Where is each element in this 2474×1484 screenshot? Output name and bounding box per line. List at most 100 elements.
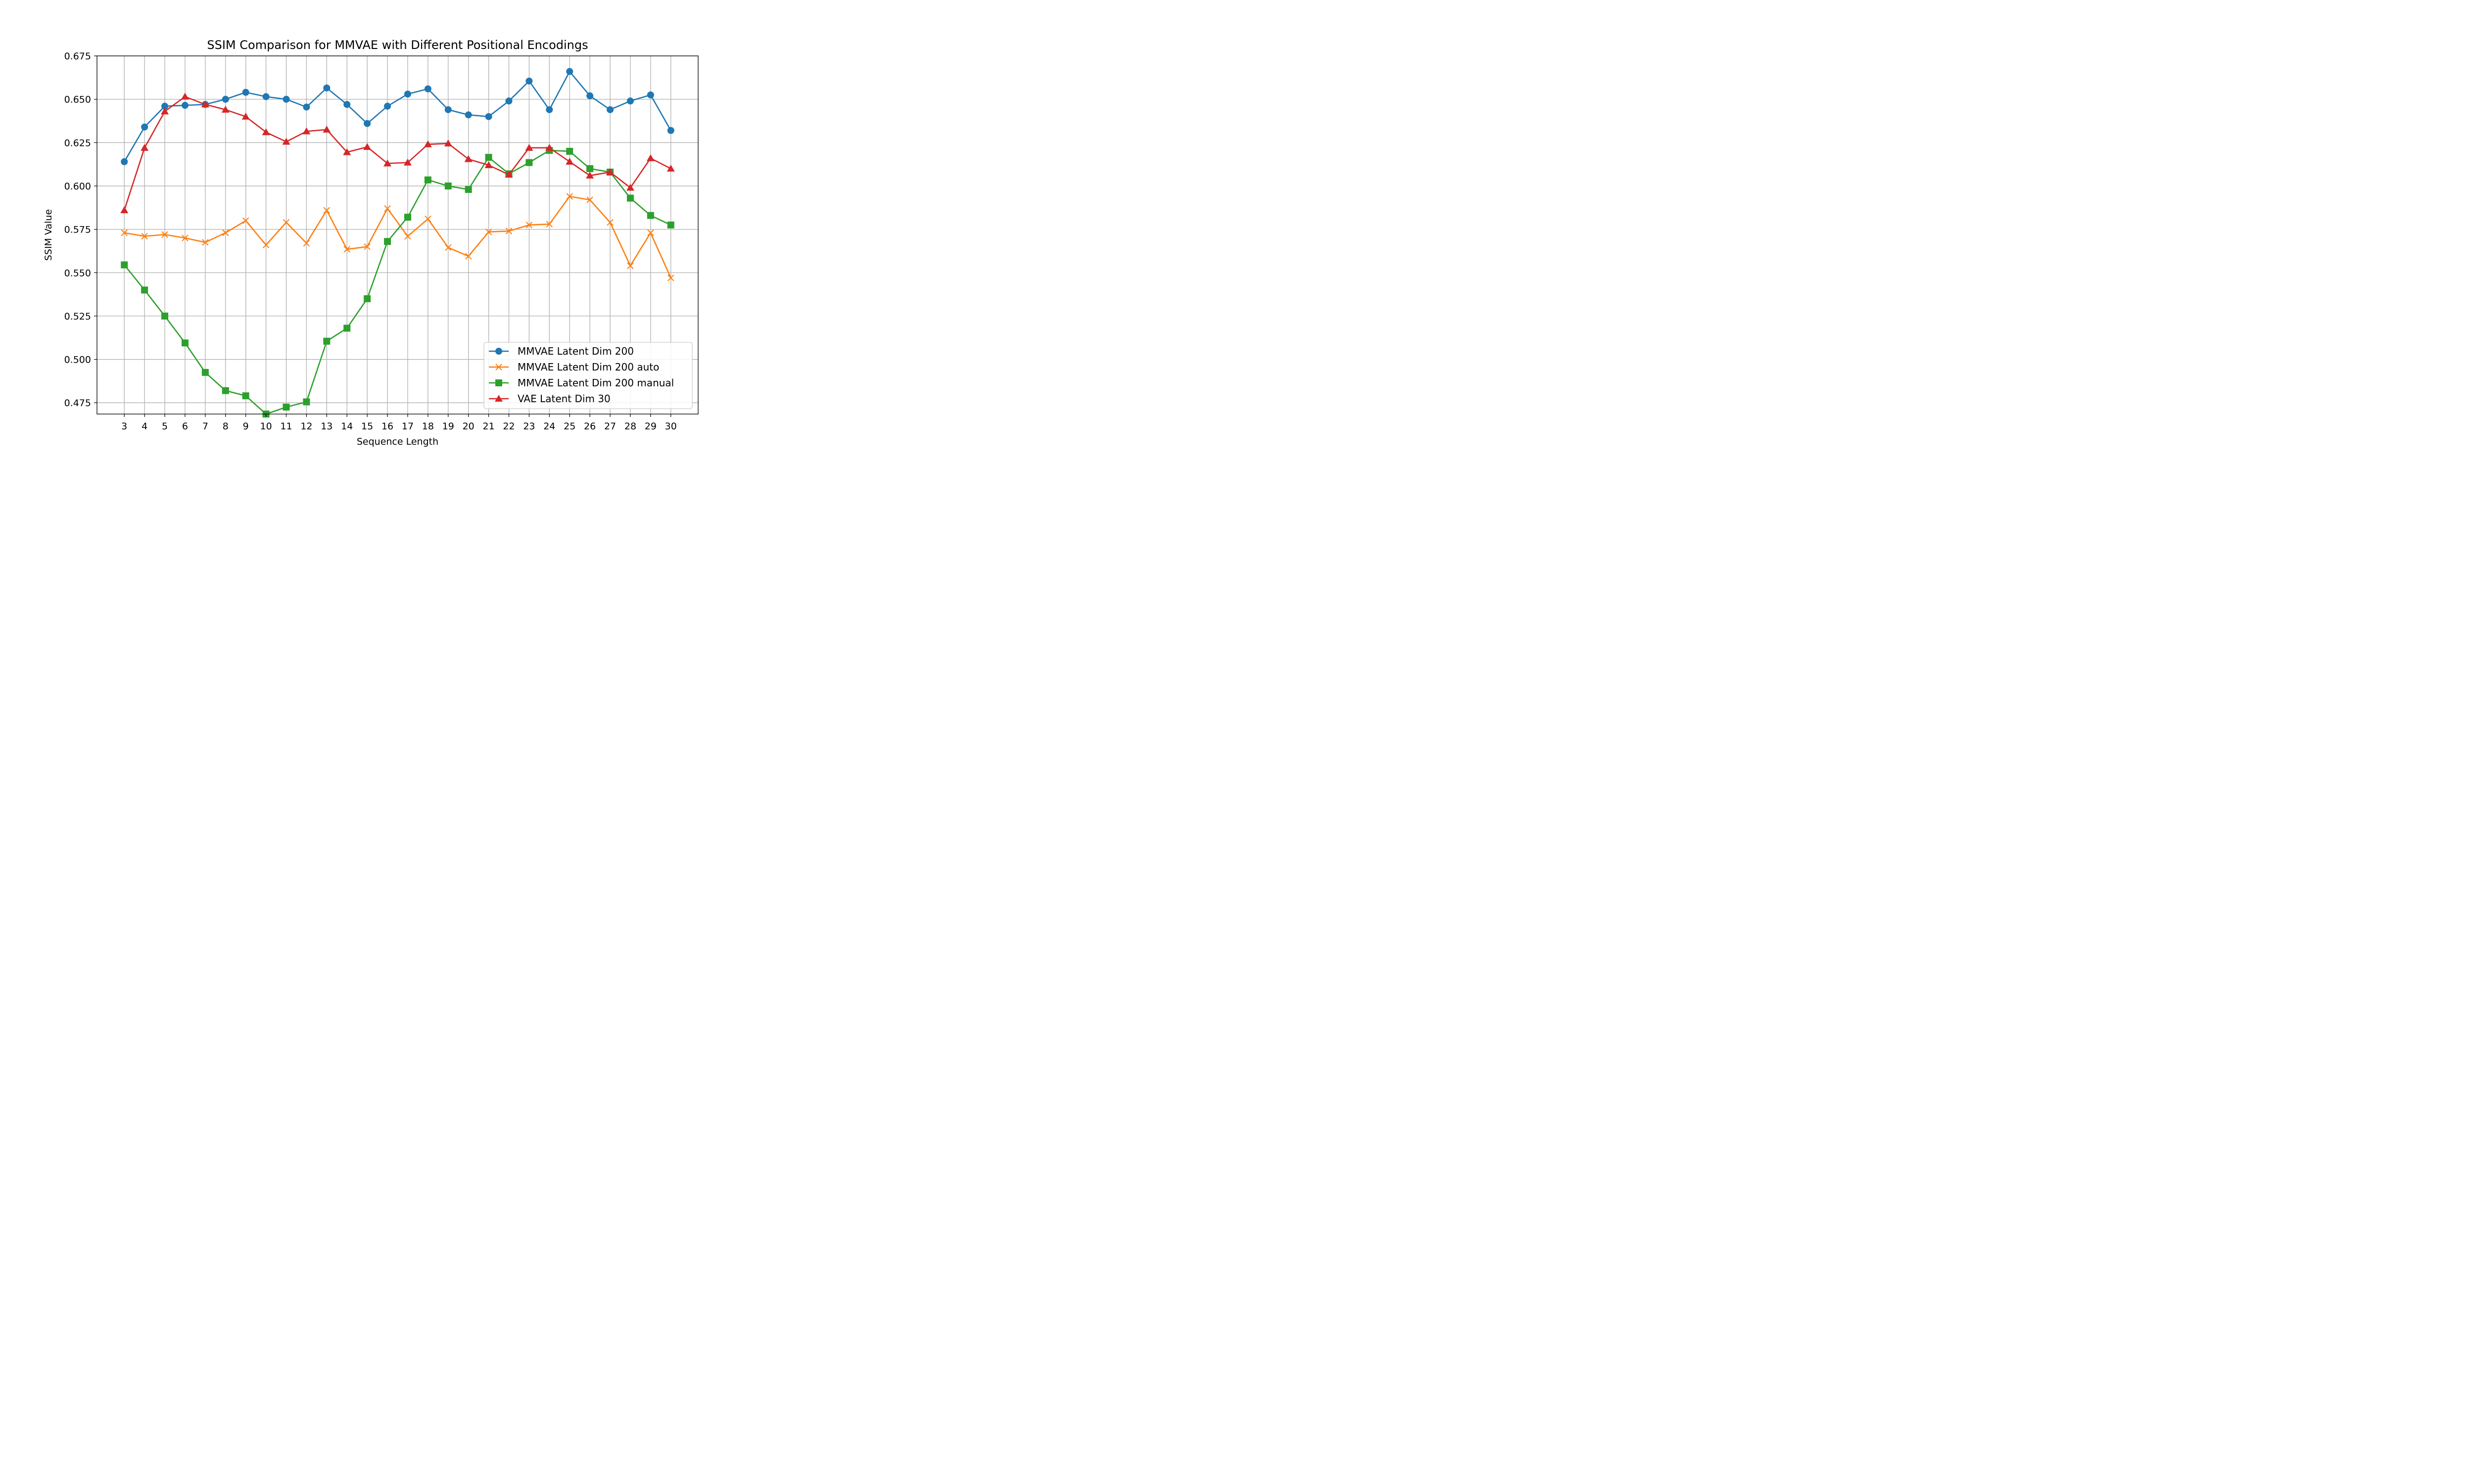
x-tick-label: 5: [162, 421, 168, 432]
data-point: [464, 155, 473, 162]
x-tick-label: 22: [503, 421, 515, 432]
data-point: [343, 101, 351, 108]
legend-label: MMVAE Latent Dim 200 auto: [518, 361, 659, 373]
data-point: [546, 221, 553, 228]
series: [120, 93, 675, 214]
data-point: [242, 217, 249, 224]
legend-item: MMVAE Latent Dim 200: [489, 345, 634, 357]
legend: MMVAE Latent Dim 200 MMVAE Latent Dim 200…: [483, 342, 693, 409]
data-point: [403, 158, 412, 166]
data-point: [485, 154, 492, 161]
data-point: [262, 93, 270, 100]
data-point: [283, 219, 290, 226]
data-point: [424, 176, 431, 184]
data-point: [364, 243, 371, 250]
data-point: [525, 159, 533, 166]
legend-item: VAE Latent Dim 30: [489, 393, 611, 405]
data-point: [364, 295, 371, 302]
data-point: [425, 215, 431, 223]
y-tick-label: 0.650: [64, 94, 91, 105]
data-point: [323, 337, 331, 345]
data-point: [666, 164, 675, 172]
x-tick-label: 30: [665, 421, 677, 432]
series-line: [124, 149, 671, 415]
data-point: [586, 92, 594, 99]
data-point: [505, 97, 513, 105]
data-point: [383, 159, 392, 167]
data-point: [465, 111, 472, 119]
data-point: [262, 241, 270, 248]
x-tick-label: 21: [482, 421, 494, 432]
data-point: [141, 286, 148, 294]
data-point: [323, 84, 331, 92]
x-tick-label: 17: [402, 421, 414, 432]
x-tick-label: 19: [442, 421, 454, 432]
data-point: [282, 138, 290, 145]
chart-title: SSIM Comparison for MMVAE with Different…: [207, 38, 588, 52]
data-point: [384, 205, 391, 212]
data-point: [606, 168, 615, 175]
x-tick-label: 9: [243, 421, 249, 432]
data-point: [484, 161, 493, 168]
data-point: [444, 106, 452, 113]
data-point: [647, 229, 654, 236]
data-point: [545, 143, 554, 151]
data-point: [302, 127, 311, 135]
data-point: [120, 206, 129, 214]
y-tick-label: 0.550: [64, 268, 91, 278]
x-tick-label: 20: [463, 421, 475, 432]
data-point: [181, 93, 189, 100]
data-point: [566, 68, 573, 75]
data-point: [465, 186, 472, 193]
y-tick-label: 0.675: [64, 51, 91, 62]
x-tick-label: 28: [624, 421, 636, 432]
series-layer: [120, 68, 675, 417]
data-point: [445, 244, 452, 251]
y-axis-label: SSIM Value: [43, 209, 54, 261]
data-point: [303, 239, 310, 247]
data-point: [364, 120, 371, 127]
x-tick-label: 13: [321, 421, 333, 432]
data-point: [566, 157, 574, 165]
data-point: [525, 222, 533, 229]
y-tick-label: 0.475: [64, 398, 91, 409]
data-point: [626, 184, 634, 191]
data-point: [384, 238, 391, 245]
series-line: [124, 71, 671, 162]
data-point: [221, 105, 230, 113]
data-point: [242, 89, 249, 96]
x-tick-label: 10: [260, 421, 272, 432]
data-point: [141, 123, 148, 131]
data-point: [303, 103, 310, 111]
data-point: [343, 148, 351, 155]
x-tick-label: 3: [121, 421, 127, 432]
data-point: [343, 325, 351, 332]
x-tick-label: 29: [645, 421, 657, 432]
x-tick-label: 16: [381, 421, 393, 432]
data-point: [242, 392, 249, 400]
data-point: [222, 229, 229, 236]
data-point: [141, 143, 149, 151]
data-point: [424, 140, 432, 147]
data-point: [586, 196, 593, 203]
data-point: [485, 113, 492, 120]
data-point: [626, 97, 634, 105]
x-tick-label: 4: [142, 421, 147, 432]
data-point: [161, 312, 169, 320]
data-point: [667, 127, 674, 134]
y-tick-label: 0.600: [64, 181, 91, 192]
data-point: [647, 91, 654, 98]
data-point: [546, 106, 553, 113]
x-tick-label: 27: [604, 421, 616, 432]
data-point: [363, 143, 372, 150]
x-tick-label: 8: [223, 421, 229, 432]
data-point: [485, 229, 492, 235]
data-point: [525, 77, 533, 85]
data-point: [303, 398, 310, 406]
data-point: [161, 231, 168, 238]
y-tick-label: 0.525: [64, 311, 91, 322]
x-tick-label: 15: [361, 421, 373, 432]
data-point: [201, 369, 209, 376]
x-tick-label: 11: [280, 421, 292, 432]
data-point: [404, 214, 411, 221]
